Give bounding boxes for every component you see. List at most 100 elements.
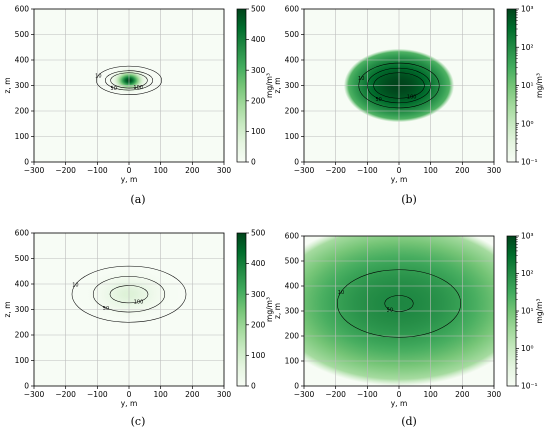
x-tick-label: −300 bbox=[294, 166, 315, 175]
x-tick-label: 100 bbox=[424, 166, 439, 175]
contour-label: 50 bbox=[375, 97, 381, 103]
colorbar-scale bbox=[506, 8, 517, 163]
ticks: −300 −200 −100 0 100 200 300 0 100 200 300 400 500 60… bbox=[15, 5, 232, 175]
y-tick-label: 0 bbox=[24, 158, 29, 167]
y-tick-label: 0 bbox=[24, 382, 29, 391]
panel-caption: (b) bbox=[401, 193, 417, 206]
colorbar-tick-label: 100 bbox=[251, 351, 266, 360]
x-tick-label: −300 bbox=[24, 390, 45, 399]
colorbar-tick-label: 200 bbox=[251, 320, 266, 329]
colorbar-scale bbox=[236, 232, 247, 387]
contour-label: 10 bbox=[338, 290, 344, 296]
x-axis-label: y, m bbox=[121, 399, 138, 408]
x-tick-label: 200 bbox=[185, 166, 200, 175]
colorbar-tick-label: 10³ bbox=[521, 232, 534, 241]
x-tick-label: 300 bbox=[487, 166, 502, 175]
y-tick-label: 600 bbox=[285, 5, 300, 14]
colorbar-tick-label: 10⁰ bbox=[521, 119, 534, 128]
contours: 10 50 100 bbox=[358, 62, 440, 109]
panel-b: 10 50 100 −300 −200 −100 0 100 200 300 0 100 200 300 4… bbox=[273, 5, 544, 206]
colorbar: 0 100 200 300 400 500 mg/m³ bbox=[236, 5, 274, 167]
contour-line bbox=[367, 67, 431, 104]
ticks: −300 −200 −100 0 100 200 300 0 100 200 300 400 500 60… bbox=[285, 5, 502, 175]
y-tick-label: 400 bbox=[15, 280, 30, 289]
x-axis-label: y, m bbox=[391, 175, 408, 184]
colorbar-tick-label: 300 bbox=[251, 290, 266, 299]
x-tick-label: −100 bbox=[87, 166, 108, 175]
y-axis-label: z, m bbox=[273, 303, 282, 319]
x-axis-label: y, m bbox=[121, 175, 138, 184]
contour-line bbox=[96, 65, 162, 95]
contour-label: 100 bbox=[407, 95, 417, 101]
contour-line bbox=[373, 72, 425, 99]
y-tick-label: 300 bbox=[285, 81, 300, 90]
y-tick-label: 400 bbox=[285, 282, 300, 291]
contour-label: 50 bbox=[387, 308, 393, 314]
y-tick-label: 300 bbox=[15, 81, 30, 90]
y-tick-label: 500 bbox=[15, 254, 30, 263]
x-tick-label: 200 bbox=[455, 166, 470, 175]
x-tick-label: −100 bbox=[357, 166, 378, 175]
contour-label: 50 bbox=[111, 86, 117, 92]
x-axis-label: y, m bbox=[391, 399, 408, 408]
colorbar-tick-label: 0 bbox=[251, 158, 256, 167]
x-tick-label: 200 bbox=[185, 390, 200, 399]
x-tick-label: 300 bbox=[217, 390, 232, 399]
x-tick-label: 200 bbox=[455, 390, 470, 399]
panel-caption: (a) bbox=[130, 193, 145, 206]
y-tick-label: 100 bbox=[15, 356, 30, 365]
contours: 10 50 100 bbox=[71, 265, 187, 323]
y-tick-label: 200 bbox=[15, 331, 30, 340]
contour-label: 10 bbox=[95, 74, 101, 80]
y-tick-label: 400 bbox=[285, 56, 300, 65]
colorbar-scale bbox=[506, 235, 517, 387]
y-tick-label: 200 bbox=[15, 107, 30, 116]
y-axis-label: z, m bbox=[3, 77, 12, 93]
contour-label: 50 bbox=[103, 306, 109, 312]
x-tick-label: 100 bbox=[424, 390, 439, 399]
colorbar-tick-label: 10⁻¹ bbox=[521, 382, 538, 391]
x-tick-label: −100 bbox=[357, 390, 378, 399]
x-tick-label: −200 bbox=[55, 166, 76, 175]
y-tick-label: 600 bbox=[15, 229, 30, 238]
contour-line bbox=[358, 62, 440, 109]
colorbar-tick-label: 10³ bbox=[521, 5, 534, 14]
contour-line bbox=[109, 285, 149, 304]
colorbar-tick-label: 10¹ bbox=[521, 307, 534, 316]
contour-label: 100 bbox=[134, 300, 144, 306]
colorbar-tick-label: 10² bbox=[521, 269, 534, 278]
y-tick-label: 200 bbox=[285, 107, 300, 116]
colorbar-tick-label: 100 bbox=[251, 127, 266, 136]
panel-caption: (c) bbox=[131, 415, 146, 428]
contour-label: 10 bbox=[358, 76, 364, 82]
colorbar-label: mg/m³ bbox=[535, 73, 544, 98]
contour-line bbox=[104, 70, 154, 91]
x-tick-label: −200 bbox=[55, 390, 76, 399]
y-tick-label: 400 bbox=[15, 56, 30, 65]
y-tick-label: 100 bbox=[15, 132, 30, 141]
x-tick-label: −100 bbox=[87, 390, 108, 399]
colorbar: 10⁻¹ 10⁰ 10¹ 10² 10³ mg/m³ bbox=[506, 5, 544, 167]
panel-caption: (d) bbox=[401, 415, 417, 428]
contour-line bbox=[92, 276, 166, 313]
y-tick-label: 100 bbox=[285, 132, 300, 141]
panel-d: 10 50 −300 −200 −100 0 100 200 300 0 100 200 300 400 5… bbox=[273, 232, 544, 428]
colorbar: 10⁻¹ 10⁰ 10¹ 10² 10³ mg/m³ bbox=[506, 232, 544, 391]
x-tick-label: 100 bbox=[154, 390, 169, 399]
x-tick-label: 300 bbox=[487, 390, 502, 399]
x-tick-label: −200 bbox=[325, 166, 346, 175]
y-tick-label: 600 bbox=[285, 232, 300, 241]
contour-line bbox=[110, 72, 148, 89]
contour-label: 100 bbox=[133, 85, 143, 91]
y-tick-label: 200 bbox=[285, 332, 300, 341]
colorbar-tick-label: 500 bbox=[251, 229, 266, 238]
colorbar-tick-label: 10² bbox=[521, 43, 534, 52]
x-tick-label: −200 bbox=[325, 390, 346, 399]
y-tick-label: 300 bbox=[15, 305, 30, 314]
x-tick-label: 0 bbox=[127, 166, 132, 175]
y-axis-label: z, m bbox=[273, 77, 282, 93]
y-tick-label: 500 bbox=[285, 257, 300, 266]
x-tick-label: 0 bbox=[397, 166, 402, 175]
y-tick-label: 600 bbox=[15, 5, 30, 14]
